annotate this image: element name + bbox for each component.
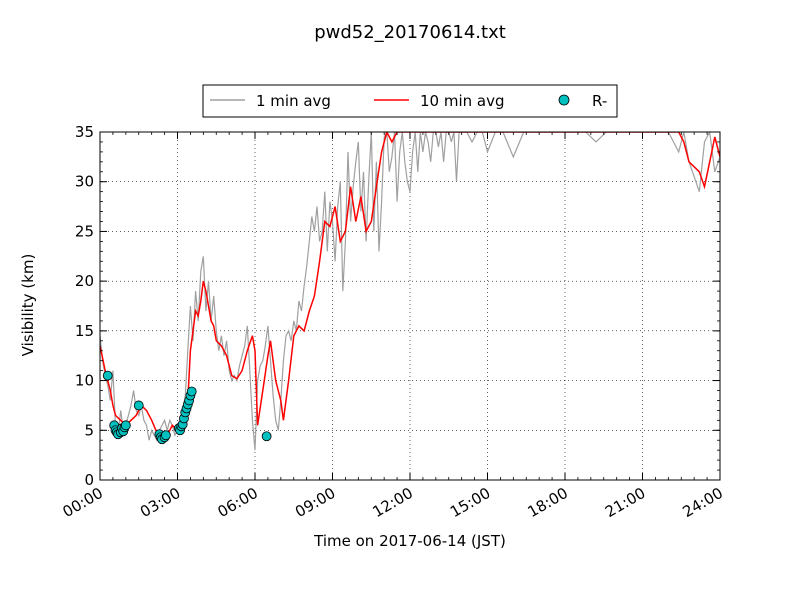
y-tick-label: 35 bbox=[75, 123, 94, 141]
legend-label-10min: 10 min avg bbox=[420, 92, 505, 110]
y-tick-label: 5 bbox=[84, 421, 94, 439]
legend-label-1min: 1 min avg bbox=[256, 92, 331, 110]
y-tick-label: 0 bbox=[84, 471, 94, 489]
y-tick-label: 15 bbox=[75, 322, 94, 340]
legend-box bbox=[202, 84, 618, 118]
y-tick-label: 10 bbox=[75, 372, 94, 390]
x-axis-label: Time on 2017-06-14 (JST) bbox=[313, 532, 506, 550]
series-line-0 bbox=[100, 132, 720, 451]
legend: 1 min avg 10 min avg R- bbox=[202, 84, 618, 118]
y-tick-label: 30 bbox=[75, 173, 94, 191]
rain-point-0 bbox=[102, 370, 113, 381]
y-tick-label: 25 bbox=[75, 222, 94, 240]
legend-marker-rain bbox=[558, 94, 570, 106]
y-axis-label: Visibility (km) bbox=[19, 254, 37, 357]
rain-point-10 bbox=[133, 400, 144, 411]
rain-point-27 bbox=[261, 431, 272, 442]
rain-point-26 bbox=[186, 386, 197, 397]
legend-label-rain: R- bbox=[592, 92, 607, 110]
plot-area bbox=[100, 132, 720, 451]
chart-title: pwd52_20170614.txt bbox=[314, 22, 506, 43]
y-tick-label: 20 bbox=[75, 272, 94, 290]
rain-point-15 bbox=[160, 430, 171, 441]
rain-point-9 bbox=[120, 420, 131, 431]
